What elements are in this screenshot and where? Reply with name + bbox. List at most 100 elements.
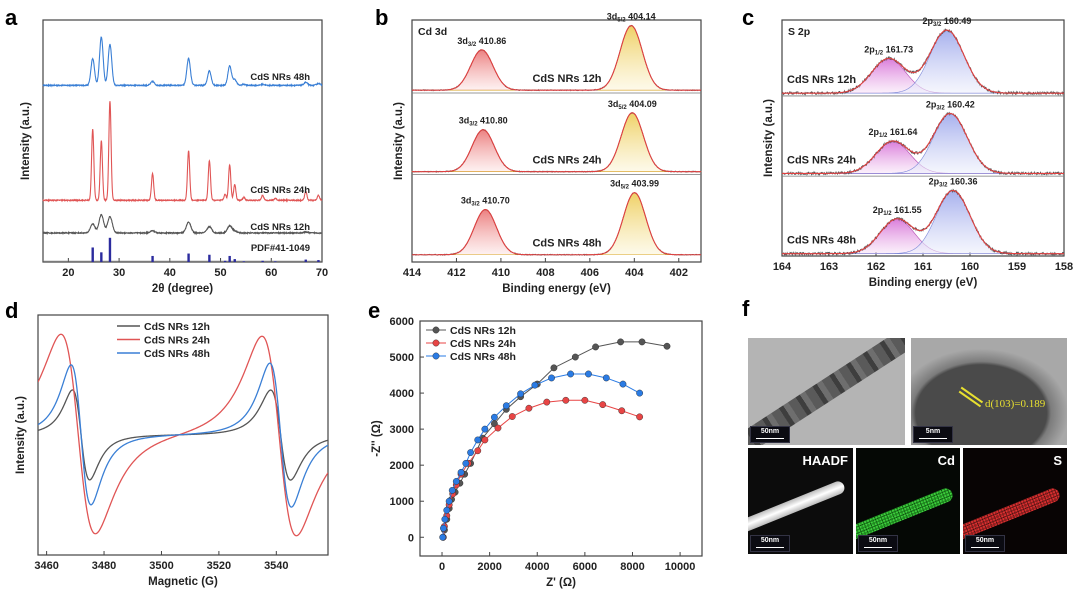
peak-label: 3d3/2 410.86 — [457, 36, 506, 48]
s-label: S — [1053, 453, 1062, 468]
x-axis-label: Z' (Ω) — [546, 577, 576, 589]
scale-bar-label: 50nm — [760, 428, 780, 435]
peak-subscript: 3/2 — [936, 106, 945, 112]
x-tick-label: 70 — [316, 267, 328, 279]
scale-bar: 5nm — [913, 426, 953, 443]
eis-data-point — [585, 370, 592, 378]
scale-bar: 50nm — [750, 426, 790, 443]
peak-orbital: 2p — [923, 16, 934, 26]
series-label: CdS NRs 24h — [787, 154, 856, 166]
chart-panel-a: 20 30 40 50 60 70 2θ (degree) Intensity (a.u.) a… — [5, 5, 328, 295]
peak-label: 2p3/2 160.42 — [926, 100, 975, 112]
x-tick-label: 412 — [447, 267, 465, 279]
eis-data-point — [581, 396, 589, 404]
panel-title: Cd 3d — [418, 26, 447, 38]
chart-panel-b: 414 412 410 408 406 404 402 Binding energy (eV)… — [375, 5, 702, 295]
peak-label: 3d3/2 410.70 — [461, 196, 510, 208]
y-axis-label: Intensity (a.u.) — [393, 102, 405, 180]
eis-series-line — [442, 399, 640, 538]
xrd-series-line — [42, 101, 323, 203]
peak-orbital: 2p — [873, 205, 884, 215]
legend-marker — [432, 352, 440, 360]
panel-title: S 2p — [788, 26, 810, 38]
x-tick-label: 3520 — [207, 560, 231, 572]
plot-frame — [42, 19, 323, 263]
peak-orbital: 3d — [607, 12, 618, 22]
peak-label: 2p1/2 161.64 — [868, 127, 917, 139]
panel-label-a: a — [5, 5, 18, 30]
legend-label: CdS NRs 24h — [144, 335, 210, 347]
y-tick-label: 1000 — [390, 496, 414, 508]
x-tick-label: 6000 — [573, 561, 597, 573]
epr-series-line — [38, 362, 328, 508]
peak-orbital: 3d — [461, 196, 472, 206]
tem-image: 50nm — [748, 338, 905, 445]
fit-envelope-line — [782, 29, 1064, 94]
scale-bar-label: 50nm — [760, 537, 780, 544]
x-tick-label: 2000 — [477, 561, 501, 573]
epr-lines — [38, 333, 328, 537]
peak-label: 2p1/2 161.73 — [864, 45, 913, 57]
legend-marker — [432, 326, 440, 334]
peak-subscript: 1/2 — [875, 51, 884, 57]
peak-position: 160.49 — [941, 16, 971, 26]
peak-label: 2p3/2 160.49 — [923, 16, 972, 28]
x-tick-label: 50 — [214, 267, 226, 279]
peak-position: 404.14 — [626, 12, 656, 22]
series-label: CdS NRs 12h — [787, 74, 856, 86]
eis-data-point — [508, 413, 516, 420]
x-tick-label: 10000 — [665, 561, 696, 573]
eis-data-point — [494, 424, 502, 432]
x-tick-label: 60 — [265, 267, 277, 279]
x-tick-label: 3480 — [92, 560, 116, 572]
eis-data-point — [490, 413, 498, 421]
series-label: CdS NRs 48h — [532, 238, 601, 250]
reference-label: PDF#41-1049 — [251, 243, 310, 254]
series-label: CdS NRs 48h — [250, 72, 310, 83]
peak-position: 410.80 — [478, 116, 508, 126]
peak-subscript: 3/2 — [939, 183, 948, 189]
y-tick-label: 3000 — [390, 424, 414, 436]
y-tick-label: 5000 — [390, 352, 414, 364]
peak-position: 160.42 — [945, 100, 975, 110]
x-axis-label: Binding energy (eV) — [869, 277, 978, 289]
eis-data-point — [618, 407, 626, 415]
cd-label: Cd — [937, 453, 955, 468]
fit-envelope-line — [412, 112, 701, 173]
legend-label: CdS NRs 12h — [450, 325, 516, 337]
eis-data-point — [474, 436, 482, 444]
eis-data-point — [481, 425, 489, 433]
eis-data-point — [592, 343, 599, 351]
plot-frame — [411, 19, 702, 263]
eis-data-point — [571, 353, 579, 361]
peak-position: 161.55 — [892, 205, 922, 215]
legend-marker — [432, 339, 440, 347]
x-tick-label: 406 — [581, 267, 599, 279]
eis-data-point — [502, 402, 510, 410]
eis-data-point — [619, 380, 627, 388]
series-label: CdS NRs 24h — [532, 155, 601, 167]
eis-data-point — [445, 497, 453, 505]
x-tick-label: 162 — [867, 261, 885, 273]
scale-bar: 50nm — [858, 535, 898, 552]
series-label: CdS NRs 24h — [250, 185, 310, 196]
eis-data-point — [481, 436, 489, 444]
legend-label: CdS NRs 24h — [450, 338, 516, 350]
x-tick-label: 414 — [403, 267, 422, 279]
peak-orbital: 3d — [610, 179, 621, 189]
eis-data-point — [452, 477, 460, 485]
panel-label-e: e — [368, 298, 380, 323]
chart-panel-c: 164 163 162 161 160 159 158 Binding energy (eV)… — [742, 5, 1073, 289]
eis-series-line — [442, 373, 640, 538]
peak-orbital: 3d — [457, 36, 468, 46]
x-tick-label: 160 — [961, 261, 979, 273]
peak-subscript: 3/2 — [471, 202, 480, 208]
peak-label: 2p1/2 161.55 — [873, 205, 922, 217]
nanorod — [748, 479, 847, 534]
peak-label: 3d5/2 404.14 — [607, 12, 656, 24]
eis-data-point — [467, 449, 474, 456]
peak-label: 3d3/2 410.80 — [459, 116, 508, 128]
peak-orbital: 2p — [864, 45, 875, 55]
fit-envelope-line — [782, 112, 1064, 174]
plot-frame — [419, 320, 703, 557]
